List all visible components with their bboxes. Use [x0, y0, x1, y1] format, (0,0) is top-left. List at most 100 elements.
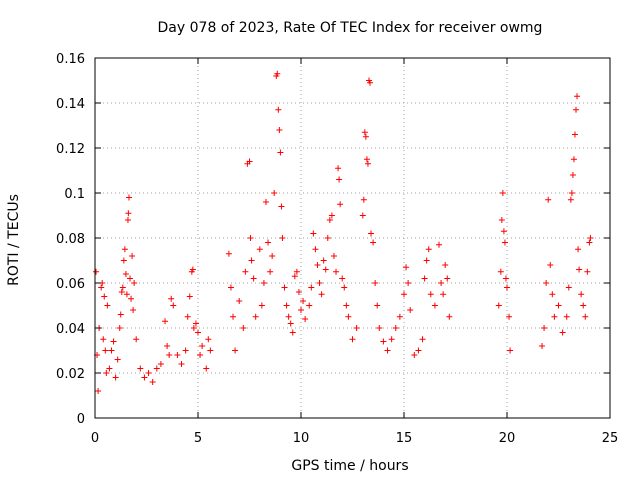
y-axis-label: ROTI / TECUs — [6, 194, 22, 286]
x-axis-label: GPS time / hours — [291, 458, 408, 474]
data-point — [324, 235, 331, 241]
data-points — [93, 70, 594, 394]
data-point — [442, 262, 449, 268]
data-point — [106, 365, 113, 372]
data-point — [353, 325, 360, 331]
y-tick-label: 0.08 — [56, 232, 85, 247]
data-point — [102, 347, 109, 354]
data-point — [236, 298, 243, 304]
data-point — [122, 271, 129, 277]
data-point — [497, 268, 504, 275]
data-point — [123, 291, 130, 298]
data-point — [283, 302, 290, 309]
data-point — [262, 199, 269, 205]
data-point — [336, 176, 343, 183]
data-point — [157, 361, 164, 367]
data-point — [269, 253, 276, 259]
data-point — [276, 127, 283, 133]
data-point — [587, 235, 594, 241]
data-point — [141, 374, 148, 381]
data-point — [178, 361, 185, 367]
x-tick-label: 0 — [91, 431, 99, 446]
data-point — [137, 365, 144, 372]
data-point — [186, 293, 193, 300]
data-point — [279, 235, 286, 241]
data-point — [333, 268, 340, 275]
data-point — [295, 289, 302, 295]
data-point — [230, 313, 237, 320]
data-point — [314, 262, 321, 268]
data-point — [192, 320, 199, 327]
data-point — [162, 318, 169, 325]
data-point — [293, 268, 300, 275]
data-point — [199, 343, 206, 349]
data-point — [189, 266, 196, 273]
data-point — [117, 311, 124, 318]
data-point — [291, 273, 298, 280]
data-point — [133, 336, 140, 343]
data-point — [392, 325, 399, 331]
data-point — [360, 196, 367, 203]
data-point — [421, 275, 428, 282]
data-point — [584, 268, 591, 275]
data-point — [568, 190, 575, 196]
data-point — [440, 291, 447, 298]
data-point — [407, 307, 414, 313]
data-point — [247, 235, 254, 241]
data-point — [95, 388, 102, 394]
data-point — [578, 291, 585, 298]
data-point — [124, 217, 131, 223]
data-point — [131, 280, 138, 286]
data-point — [328, 212, 335, 219]
data-point — [374, 302, 381, 309]
data-point — [582, 313, 589, 320]
data-point — [312, 246, 319, 253]
data-point — [252, 313, 259, 320]
data-point — [551, 313, 558, 320]
data-point — [495, 302, 502, 309]
data-point — [567, 196, 574, 203]
data-point — [298, 307, 304, 313]
data-point — [341, 284, 348, 291]
x-tick-label: 5 — [194, 431, 202, 446]
data-point — [248, 257, 255, 264]
data-point — [302, 316, 309, 322]
data-point — [128, 295, 135, 302]
data-point — [411, 352, 418, 358]
data-point — [93, 268, 100, 275]
data-point — [205, 336, 212, 343]
data-point — [281, 284, 288, 291]
data-point — [543, 280, 550, 286]
data-point — [120, 257, 127, 264]
data-point — [287, 320, 294, 327]
data-point — [153, 365, 160, 372]
data-point — [308, 284, 315, 291]
data-point — [232, 347, 239, 354]
data-point — [149, 379, 156, 385]
data-point — [112, 374, 119, 381]
data-point — [182, 347, 189, 354]
data-point — [127, 275, 134, 282]
data-point — [225, 250, 232, 257]
data-point — [444, 275, 451, 282]
x-tick-label: 10 — [293, 431, 310, 446]
data-point — [431, 302, 438, 309]
data-point — [555, 302, 562, 309]
data-point — [118, 289, 125, 295]
data-point — [278, 203, 285, 210]
data-point — [275, 106, 282, 113]
data-point — [322, 266, 329, 273]
data-point — [207, 347, 214, 354]
data-point — [168, 295, 175, 302]
axis-ticks: 0 5 10 15 20 25 0 0.02 0.04 0.06 0.08 0.1 0.12 0.14 0.… — [56, 52, 618, 446]
data-point — [125, 210, 132, 217]
data-point — [98, 284, 105, 291]
data-point — [372, 280, 379, 286]
data-point — [101, 293, 108, 300]
y-tick-label: 0.14 — [56, 97, 85, 112]
data-point — [170, 302, 177, 309]
y-tick-label: 0.04 — [56, 322, 85, 337]
data-point — [339, 275, 346, 282]
data-point — [277, 149, 284, 156]
data-point — [129, 253, 136, 259]
